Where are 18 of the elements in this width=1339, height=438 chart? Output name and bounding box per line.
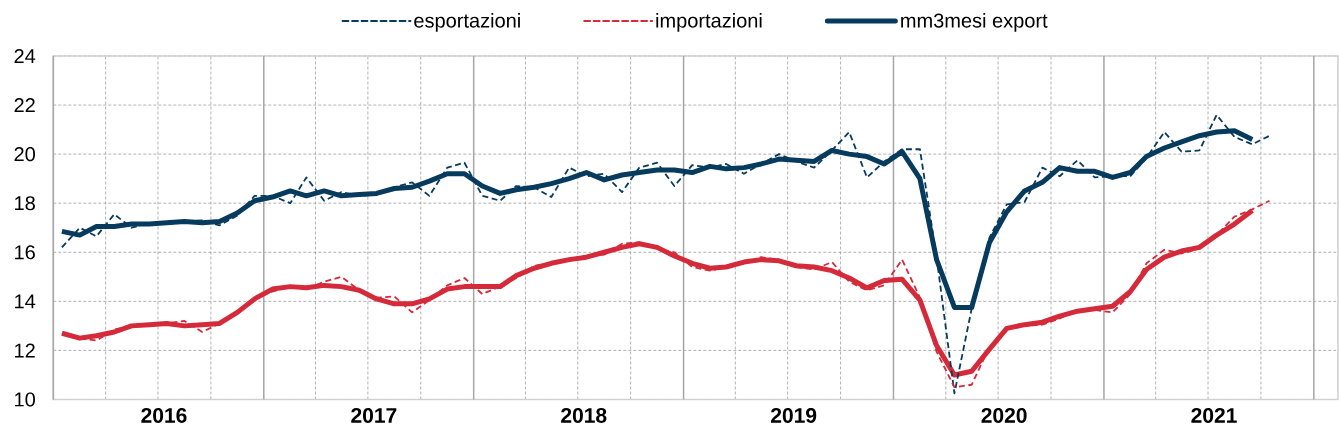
y-tick-label: 24 <box>14 49 36 63</box>
x-tick-label: 2021 <box>1191 408 1237 423</box>
y-tick-label: 22 <box>14 98 35 113</box>
line-series <box>61 113 1271 395</box>
y-tick-label: 16 <box>15 245 35 260</box>
y-tick-label: 20 <box>14 147 35 162</box>
y-tick-label: 12 <box>15 343 35 358</box>
x-tick-label: 2019 <box>771 408 817 423</box>
legend-label: mm3mesi export <box>901 13 1048 32</box>
y-tick-label: 10 <box>15 392 35 407</box>
legend-label: esportazioni <box>414 13 520 32</box>
y-tick-label: 14 <box>15 294 36 309</box>
x-tick-label: 2020 <box>981 408 1027 423</box>
x-tick-label: 2018 <box>561 408 607 423</box>
legend-label: importazioni <box>656 13 762 32</box>
y-tick-label: 18 <box>15 196 35 211</box>
x-tick-label: 2016 <box>141 408 187 423</box>
x-tick-label: 2017 <box>351 408 397 423</box>
